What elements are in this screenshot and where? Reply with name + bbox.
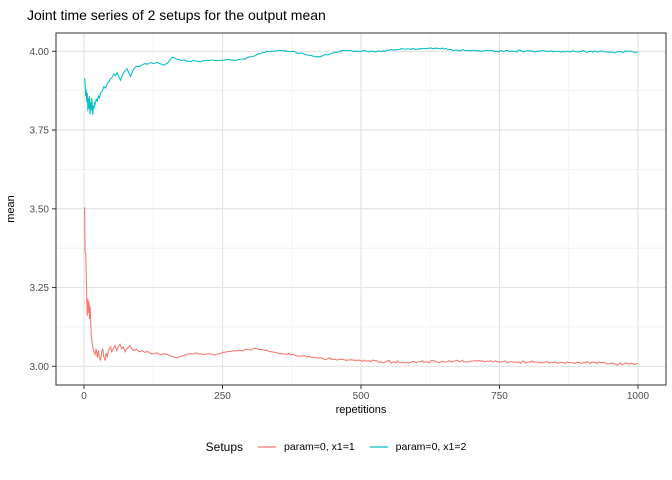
red-line-swatch-icon [258,446,277,448]
series-line-2 [84,47,639,115]
x-axis-tick-labels: 0 250 500 750 1000 [81,391,649,402]
legend-item: param=0, x1=1 [257,441,355,453]
y-tick-label: 3.50 [30,204,50,215]
page-title: Joint time series of 2 setups for the ou… [27,7,326,23]
y-tick-label: 3.00 [30,362,50,373]
legend-item: param=0, x1=2 [369,441,467,453]
x-axis-title: repetitions [336,404,387,416]
teal-line-swatch-icon [369,446,388,448]
series-layer [84,47,639,366]
y-tick-label: 3.75 [30,126,50,137]
legend-item-label: param=0, x1=1 [284,441,355,453]
x-tick-label: 0 [81,391,87,402]
legend-item-label: param=0, x1=2 [395,441,467,453]
y-axis-tick-labels: 4.00 3.75 3.50 3.25 3.00 [30,47,50,373]
legend-title: Setups [205,440,244,454]
y-tick-label: 4.00 [30,47,50,58]
x-tick-label: 1000 [627,391,650,402]
series-line-1 [84,207,639,366]
time-series-chart: 0 250 500 750 1000 4.00 3.75 3.50 3.25 3… [5,32,667,416]
x-tick-label: 500 [353,391,370,402]
chart-legend: Setups param=0, x1=1 param=0, x1=2 [0,440,672,454]
x-tick-label: 250 [214,391,231,402]
axis-tick-marks [52,50,639,389]
x-tick-label: 750 [491,391,508,402]
y-axis-title: mean [5,195,17,223]
y-tick-label: 3.25 [30,283,50,294]
